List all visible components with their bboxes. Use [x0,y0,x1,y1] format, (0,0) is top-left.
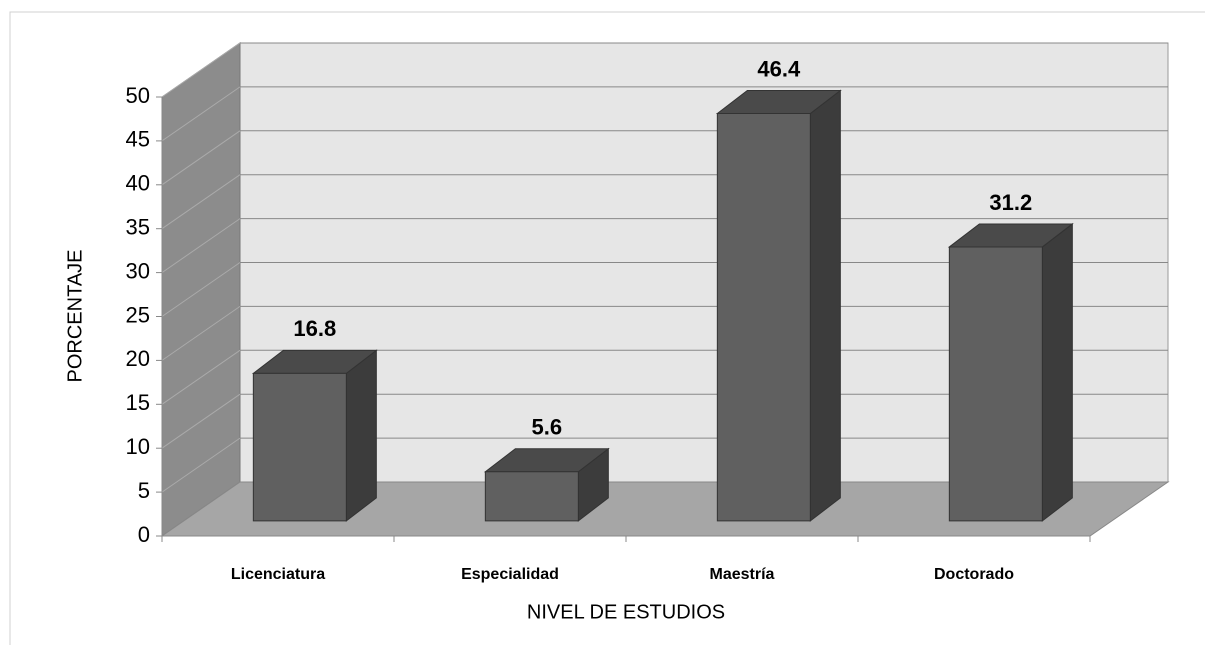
y-tick-label: 45 [126,127,150,152]
bar [947,222,1074,522]
grid-line [161,218,241,274]
bar-side [1041,222,1073,522]
x-tick-label: Especialidad [461,566,559,583]
bar [251,349,378,522]
grid-line [161,437,241,493]
x-axis-title: NIVEL DE ESTUDIOS [527,601,725,623]
x-tick-label: Licenciatura [231,566,325,583]
y-tick-label: 15 [126,390,150,415]
y-tick-label: 0 [138,522,150,547]
grid-line [161,305,241,361]
bar-front [948,246,1043,522]
bar-side [345,349,377,522]
grid-line [161,393,241,449]
bar-front [252,372,347,522]
value-label: 31.2 [989,190,1032,215]
x-tick-label: Maestría [710,566,775,583]
grid-line [161,130,241,186]
y-tick-label: 35 [126,215,150,240]
bar-front [484,471,579,522]
bar-front [716,112,811,522]
y-tick-label: 25 [126,302,150,327]
grid-line [161,174,241,230]
x-tick-label: Doctorado [934,566,1014,583]
y-tick-label: 40 [126,171,150,196]
grid-line [161,262,241,317]
bar-side [809,89,841,522]
bar [715,89,842,522]
value-label: 46.4 [757,56,801,81]
y-tick-label: 30 [126,258,150,283]
y-tick-label: 20 [126,346,150,371]
value-label: 5.6 [532,415,563,440]
y-tick-label: 5 [138,478,150,503]
grid-line [161,42,241,98]
y-tick-label: 50 [126,83,150,108]
value-label: 16.8 [293,316,336,341]
grid-line [161,349,241,405]
y-axis-title: PORCENTAJE [64,250,86,383]
y-tick-label: 10 [126,434,150,459]
bar [483,447,610,522]
grid-line [161,86,241,142]
